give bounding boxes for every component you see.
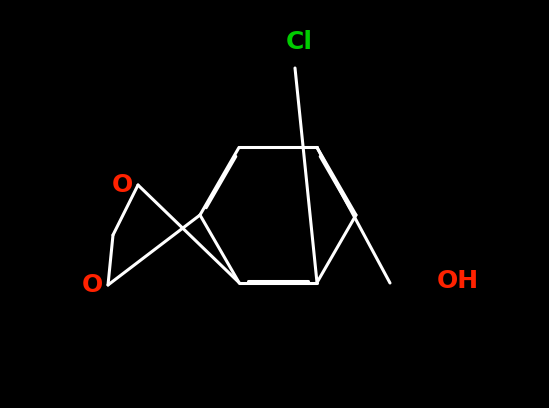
Text: O: O <box>111 173 133 197</box>
Text: O: O <box>81 273 103 297</box>
Text: OH: OH <box>437 269 479 293</box>
Text: Cl: Cl <box>285 30 312 54</box>
